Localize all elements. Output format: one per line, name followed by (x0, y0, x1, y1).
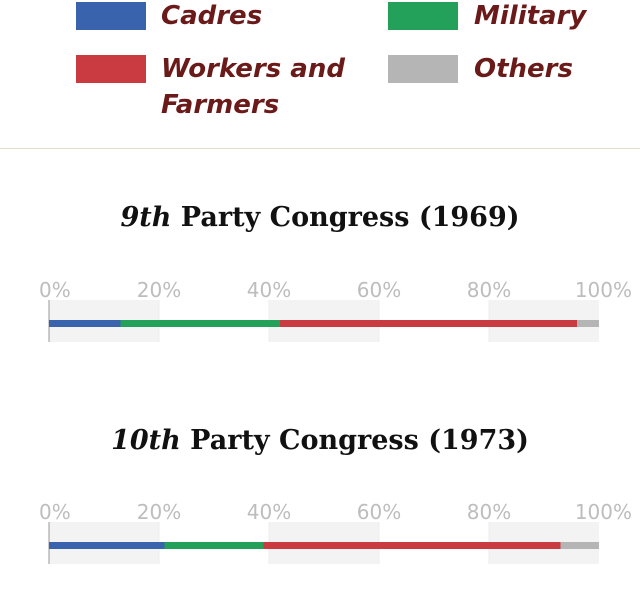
stacked-bar-chart-10th-congress: 0% 20% 40% 60% 80% 100% (39, 500, 632, 564)
legend-swatch-others (388, 55, 458, 83)
legend-swatch-military (388, 2, 458, 30)
chart-title-ordinal: 10th (111, 425, 181, 456)
chart-title-10th-congress: 10th Party Congress (1973) (0, 425, 640, 456)
x-tick-label: 80% (467, 500, 511, 524)
x-tick-label: 40% (247, 500, 291, 524)
x-tick-label: 100% (575, 278, 632, 302)
bar-segment-workers-and-farmers (263, 542, 561, 549)
bar-segment-others (560, 542, 599, 549)
x-tick-label: 100% (575, 500, 632, 524)
bar-segment-military (164, 542, 264, 549)
bar-segment-others (577, 320, 599, 327)
bar-segment-cadres (49, 320, 121, 327)
bar-segment-military (120, 320, 280, 327)
x-tick-label: 60% (357, 278, 401, 302)
chart-title-ordinal: 9th (120, 202, 172, 233)
x-tick-label: 80% (467, 278, 511, 302)
legend-swatch-workers-and-farmers (76, 55, 146, 83)
stacked-bar-chart-9th-congress: 0% 20% 40% 60% 80% 100% (39, 278, 632, 342)
x-tick-label: 0% (39, 500, 71, 524)
x-tick-label: 20% (137, 278, 181, 302)
x-tick-label: 60% (357, 500, 401, 524)
chart-title-text: Party Congress (1969) (180, 202, 520, 233)
legend-label-others: Others (474, 54, 573, 84)
chart-title-9th-congress: 9th Party Congress (1969) (0, 202, 640, 233)
bar-segment-workers-and-farmers (280, 320, 577, 327)
legend-label-workers-and-farmers: Workers and Farmers (161, 54, 345, 120)
x-tick-label: 40% (247, 278, 291, 302)
bar-segment-cadres (49, 542, 165, 549)
legend-swatch-cadres (76, 2, 146, 30)
legend: Cadres Military Workers and Farmers Othe… (0, 0, 640, 148)
x-tick-label: 0% (39, 278, 71, 302)
chart-title-text: Party Congress (1973) (190, 425, 529, 456)
legend-label-cadres: Cadres (161, 1, 263, 31)
divider (0, 148, 640, 149)
legend-label-military: Military (474, 1, 587, 31)
x-tick-label: 20% (137, 500, 181, 524)
